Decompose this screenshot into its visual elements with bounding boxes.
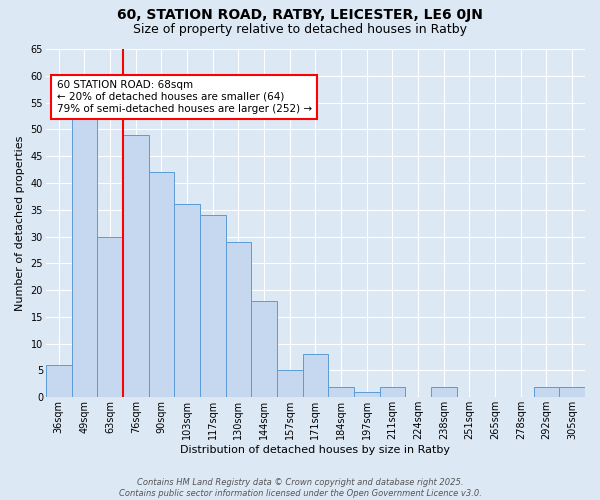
Bar bbox=[149, 172, 174, 398]
Bar bbox=[277, 370, 302, 398]
Bar bbox=[251, 301, 277, 398]
Bar bbox=[354, 392, 380, 398]
Bar bbox=[431, 386, 457, 398]
Bar bbox=[174, 204, 200, 398]
Bar bbox=[226, 242, 251, 398]
Bar bbox=[380, 386, 405, 398]
X-axis label: Distribution of detached houses by size in Ratby: Distribution of detached houses by size … bbox=[181, 445, 451, 455]
Text: 60, STATION ROAD, RATBY, LEICESTER, LE6 0JN: 60, STATION ROAD, RATBY, LEICESTER, LE6 … bbox=[117, 8, 483, 22]
Text: 60 STATION ROAD: 68sqm
← 20% of detached houses are smaller (64)
79% of semi-det: 60 STATION ROAD: 68sqm ← 20% of detached… bbox=[56, 80, 312, 114]
Bar bbox=[200, 215, 226, 398]
Bar bbox=[46, 365, 71, 398]
Bar bbox=[533, 386, 559, 398]
Text: Size of property relative to detached houses in Ratby: Size of property relative to detached ho… bbox=[133, 22, 467, 36]
Bar bbox=[97, 236, 123, 398]
Bar bbox=[328, 386, 354, 398]
Bar bbox=[123, 134, 149, 398]
Bar bbox=[559, 386, 585, 398]
Bar bbox=[71, 114, 97, 398]
Y-axis label: Number of detached properties: Number of detached properties bbox=[15, 136, 25, 311]
Text: Contains HM Land Registry data © Crown copyright and database right 2025.
Contai: Contains HM Land Registry data © Crown c… bbox=[119, 478, 481, 498]
Bar bbox=[302, 354, 328, 398]
